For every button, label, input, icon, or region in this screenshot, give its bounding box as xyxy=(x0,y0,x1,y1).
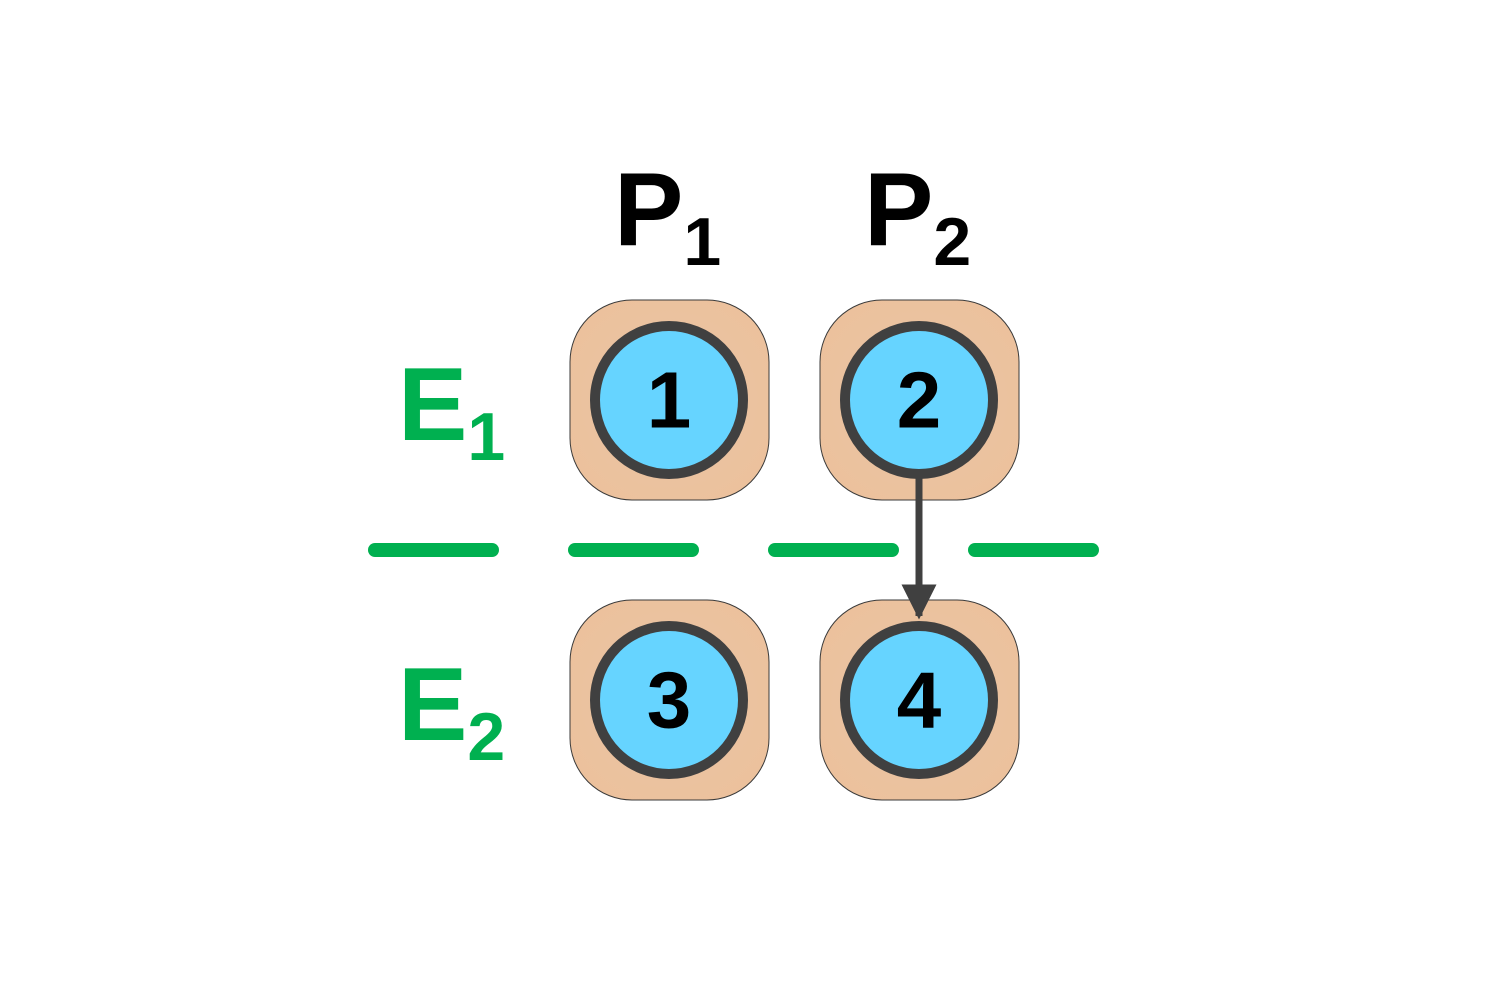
column-label-p1-letter: P xyxy=(614,152,683,268)
column-label-p2: P2 xyxy=(864,152,971,280)
column-label-p1-subscript: 1 xyxy=(683,204,721,280)
node-4[interactable]: 4 xyxy=(819,599,1020,801)
column-label-p2-letter: P xyxy=(864,152,933,268)
row-label-e1-letter: E xyxy=(398,347,467,463)
node-1-label: 1 xyxy=(647,356,692,445)
row-label-e1-subscript: 1 xyxy=(467,399,505,475)
node-1-circle xyxy=(590,321,748,479)
node-4-label: 4 xyxy=(897,656,942,745)
row-label-e2-letter: E xyxy=(398,647,467,763)
node-1[interactable]: 1 xyxy=(569,299,770,501)
row-label-e2-subscript: 2 xyxy=(467,699,505,775)
node-2[interactable]: 2 xyxy=(819,299,1020,501)
node-3-label: 3 xyxy=(647,656,692,745)
node-2-label: 2 xyxy=(897,356,942,445)
node-4-circle xyxy=(840,621,998,779)
node-3[interactable]: 3 xyxy=(569,599,770,801)
column-label-p1: P1 xyxy=(614,152,721,280)
row-label-e1: E1 xyxy=(398,347,505,475)
node-2-circle xyxy=(840,321,998,479)
row-label-e2: E2 xyxy=(398,647,505,775)
column-label-p2-subscript: 2 xyxy=(933,204,971,280)
node-3-circle xyxy=(590,621,748,779)
